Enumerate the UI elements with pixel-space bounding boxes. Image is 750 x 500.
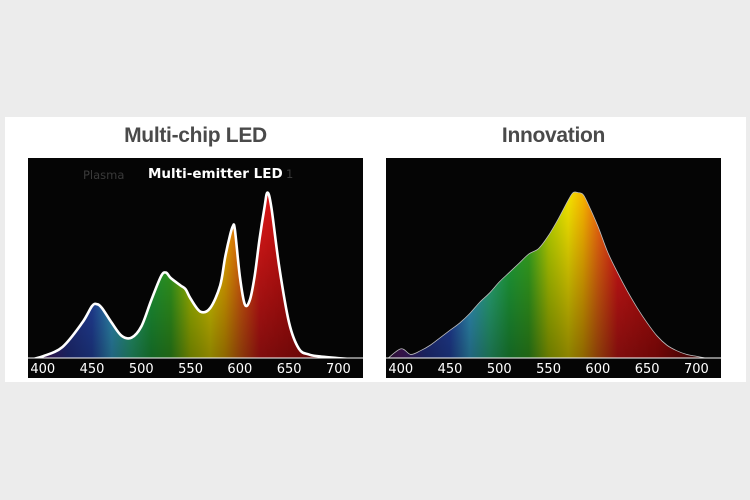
spectrum-shade	[28, 192, 363, 366]
x-axis-bar	[386, 358, 721, 378]
chart-title-right: Innovation	[501, 124, 606, 147]
x-tick-label: 600	[585, 362, 610, 377]
x-tick-label: 400	[30, 362, 55, 377]
annotation-plasma: Plasma	[83, 168, 124, 182]
x-tick-label: 550	[178, 362, 203, 377]
x-tick-label: 450	[438, 362, 463, 377]
spectrum-line	[386, 191, 717, 361]
x-tick-label: 550	[536, 362, 561, 377]
x-axis-bar	[28, 358, 363, 378]
annotation-one: 1	[286, 167, 293, 181]
x-tick-label: 500	[487, 362, 512, 377]
x-tick-label: 700	[684, 362, 709, 377]
x-tick-label: 650	[635, 362, 660, 377]
x-tick-label: 700	[326, 362, 351, 377]
spectrum-chart-right: 400 450 500 550 600 650 700	[386, 158, 721, 378]
x-tick-label: 600	[227, 362, 252, 377]
x-tick-label: 500	[129, 362, 154, 377]
spectrum-chart-left: 400 450 500 550 600 650 700 Plasma Multi-emitter…	[28, 158, 363, 378]
spectrum-shade	[386, 191, 717, 366]
x-tick-label: 450	[80, 362, 105, 377]
chart-title-left: Multi-chip LED	[124, 124, 267, 147]
x-tick-label: 650	[277, 362, 302, 377]
spectrum-line	[28, 191, 363, 362]
x-tick-label: 400	[388, 362, 413, 377]
annotation-multi-emitter: Multi-emitter LED	[148, 166, 283, 182]
